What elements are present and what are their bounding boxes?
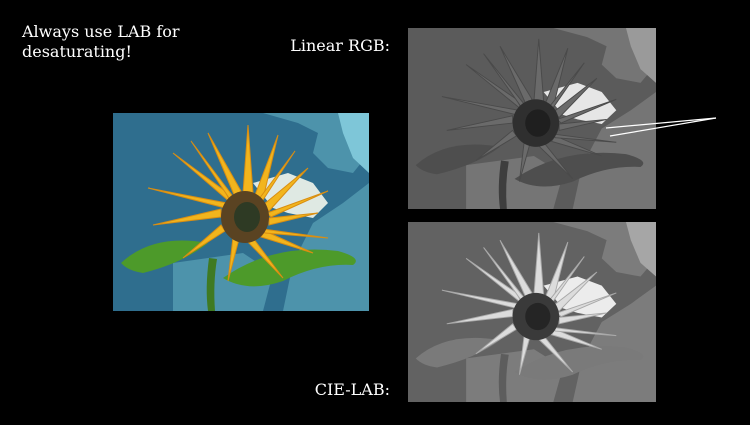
cie-lab-label: CIE-LAB: — [314, 380, 390, 399]
sunflower-lab-svg — [408, 222, 656, 402]
linear-rgb-label: Linear RGB: — [290, 36, 390, 55]
cie-lab-grayscale-image — [408, 222, 656, 402]
slide-headline: Always use LAB for desaturating! — [22, 22, 222, 62]
sunflower-color-svg — [113, 113, 369, 311]
linear-rgb-grayscale-image — [408, 28, 656, 209]
color-sunflower-image — [113, 113, 369, 311]
sunflower-linear-svg — [408, 28, 656, 209]
headline-line-1: Always use LAB for — [22, 22, 180, 41]
headline-line-2: desaturating! — [22, 42, 132, 61]
